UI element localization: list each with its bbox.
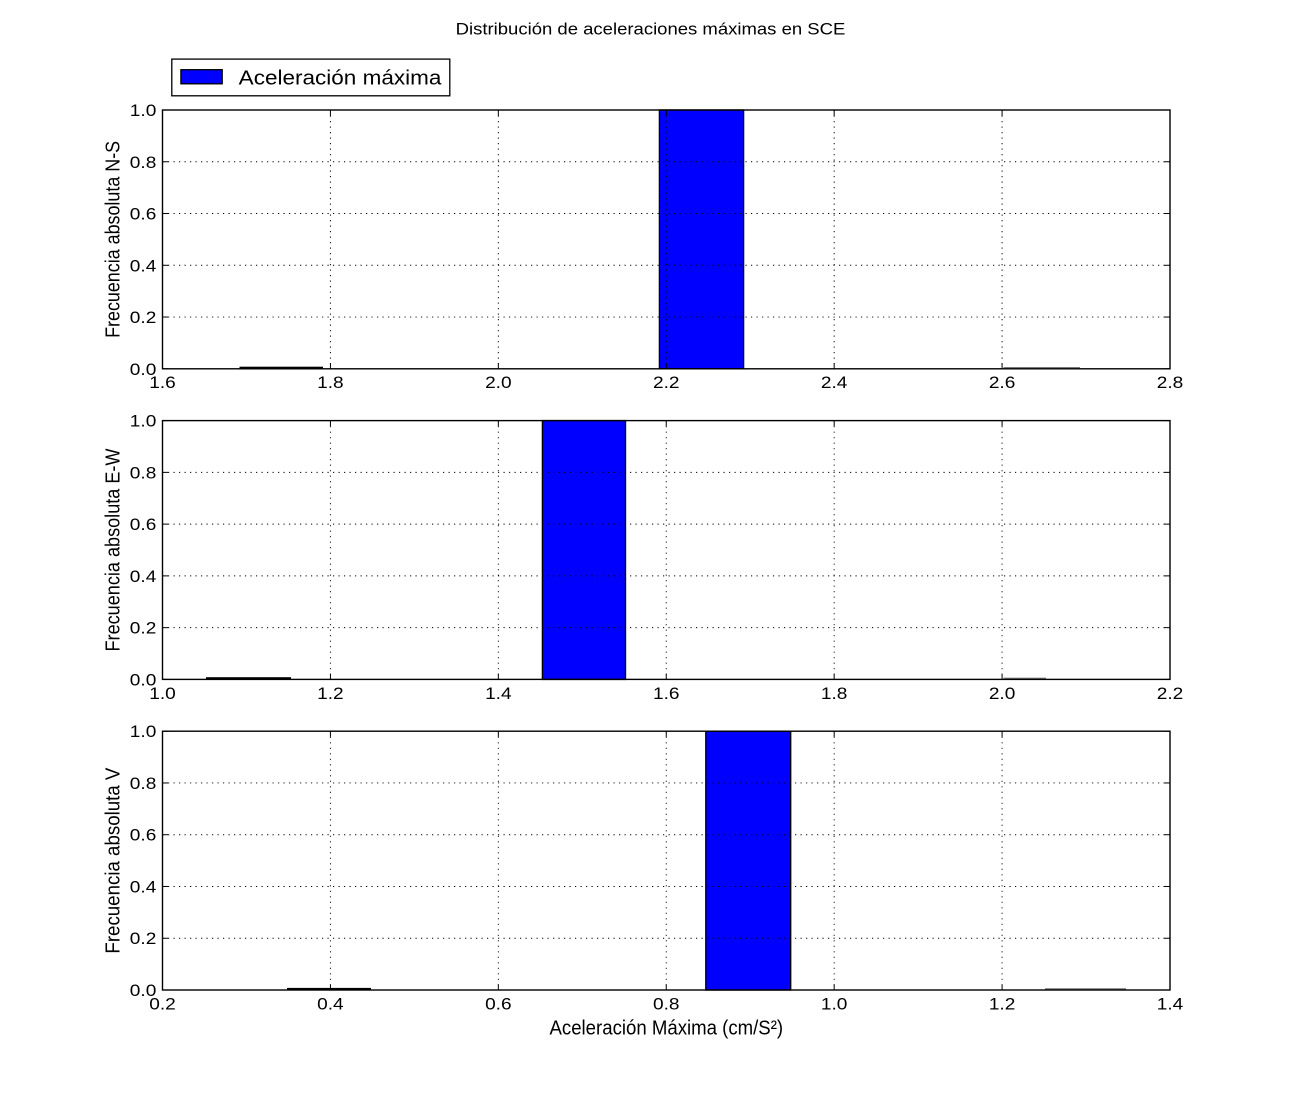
svg-text:1.0: 1.0 [130,412,157,431]
svg-text:0.8: 0.8 [130,463,157,482]
svg-text:0.6: 0.6 [130,515,157,534]
svg-text:0.0: 0.0 [130,670,157,689]
svg-text:1.8: 1.8 [821,684,848,703]
svg-text:1.0: 1.0 [149,684,176,703]
svg-text:0.4: 0.4 [130,256,157,275]
svg-text:1.0: 1.0 [130,101,157,120]
svg-text:2.6: 2.6 [989,373,1016,392]
svg-text:2.8: 2.8 [1157,373,1184,392]
svg-text:Distribución de aceleraciones: Distribución de aceleraciones máximas en… [456,19,846,38]
svg-text:2.0: 2.0 [485,373,512,392]
svg-text:0.6: 0.6 [485,994,512,1013]
svg-text:1.4: 1.4 [1157,994,1184,1013]
svg-text:0.4: 0.4 [317,994,344,1013]
svg-text:1.6: 1.6 [149,373,176,392]
svg-text:1.2: 1.2 [989,994,1016,1013]
svg-text:1.0: 1.0 [130,722,157,741]
svg-text:1.4: 1.4 [485,684,512,703]
svg-text:0.2: 0.2 [130,929,157,948]
svg-text:0.8: 0.8 [130,153,157,172]
svg-text:0.0: 0.0 [130,981,157,1000]
svg-text:Frecuencia absoluta E-W: Frecuencia absoluta E-W [103,448,125,651]
svg-text:Aceleración máxima: Aceleración máxima [239,67,443,89]
svg-text:1.0: 1.0 [821,994,848,1013]
svg-text:0.4: 0.4 [130,877,157,896]
svg-text:2.2: 2.2 [1157,684,1184,703]
svg-text:1.2: 1.2 [317,684,344,703]
svg-text:Aceleración Máxima (cm/S²): Aceleración Máxima (cm/S²) [550,1017,784,1039]
svg-text:2.2: 2.2 [653,373,680,392]
svg-text:0.0: 0.0 [130,360,157,379]
svg-text:0.8: 0.8 [653,994,680,1013]
svg-text:0.6: 0.6 [130,826,157,845]
svg-text:2.4: 2.4 [821,373,848,392]
svg-text:Frecuencia absoluta V: Frecuencia absoluta V [103,767,125,954]
svg-text:0.4: 0.4 [130,567,157,586]
svg-text:1.6: 1.6 [653,684,680,703]
svg-text:1.8: 1.8 [317,373,344,392]
svg-text:0.2: 0.2 [130,619,157,638]
svg-text:0.2: 0.2 [130,308,157,327]
svg-text:0.2: 0.2 [149,994,176,1013]
svg-text:0.6: 0.6 [130,205,157,224]
svg-text:Frecuencia absoluta N-S: Frecuencia absoluta N-S [103,141,125,338]
svg-text:2.0: 2.0 [989,684,1016,703]
svg-text:0.8: 0.8 [130,774,157,793]
